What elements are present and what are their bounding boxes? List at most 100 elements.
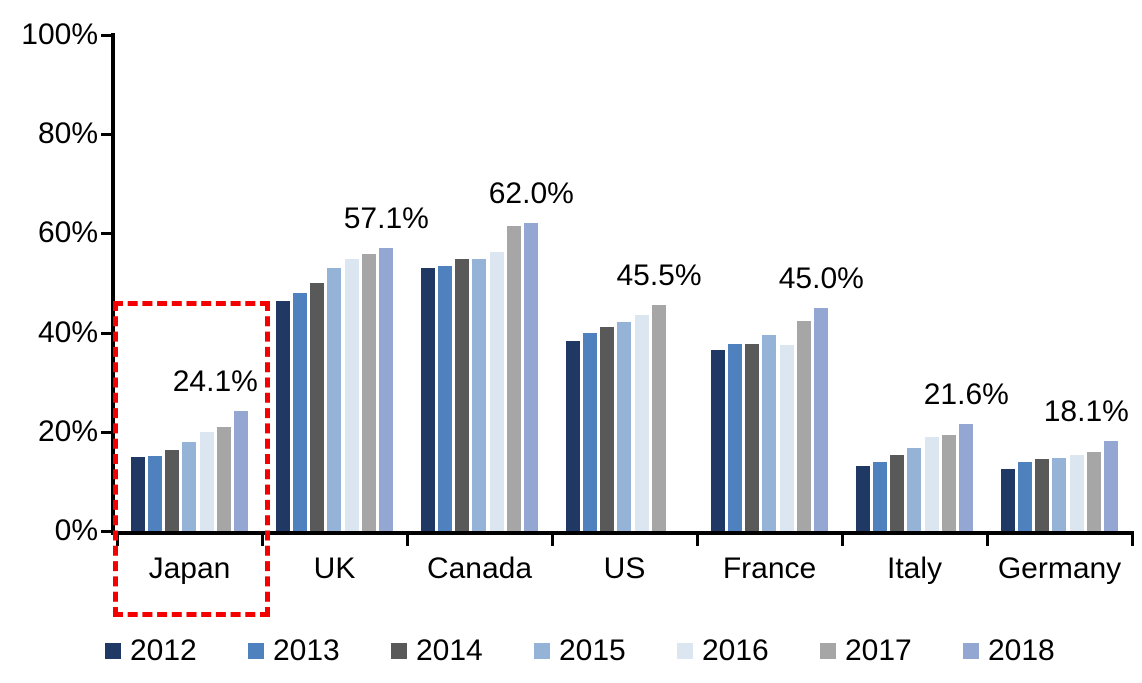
bar-france-2018 bbox=[814, 307, 829, 531]
legend-swatch-2017 bbox=[820, 643, 836, 659]
bar-germany-2014 bbox=[1035, 459, 1050, 531]
legend-label-2013: 2013 bbox=[273, 634, 340, 667]
y-tick-mark bbox=[101, 331, 112, 335]
x-axis-label-us: US bbox=[603, 552, 646, 585]
legend-item-2014: 2014 bbox=[391, 634, 534, 668]
bar-japan-2014 bbox=[165, 449, 180, 531]
bar-canada-2018 bbox=[524, 223, 539, 531]
bar-canada-2012 bbox=[420, 268, 435, 531]
bar-canada-2016 bbox=[489, 252, 504, 531]
bar-france-2016 bbox=[779, 345, 794, 531]
y-axis-line bbox=[111, 33, 115, 533]
bar-canada-2015 bbox=[472, 259, 487, 531]
bar-france-2017 bbox=[797, 320, 811, 531]
bar-uk-2015 bbox=[327, 267, 342, 531]
value-label-uk: 57.1% bbox=[343, 201, 429, 235]
legend-label-2012: 2012 bbox=[130, 634, 197, 667]
legend-item-2015: 2015 bbox=[534, 634, 677, 668]
bar-italy-2014 bbox=[890, 454, 905, 531]
x-axis-line bbox=[111, 531, 1134, 535]
value-label-germany: 18.1% bbox=[1043, 395, 1129, 429]
bar-uk-2018 bbox=[379, 247, 394, 531]
bar-france-2013 bbox=[727, 343, 742, 531]
x-tick-mark bbox=[261, 531, 264, 546]
bar-japan-2017 bbox=[217, 426, 231, 531]
x-axis-label-germany: Germany bbox=[997, 552, 1122, 585]
bar-japan-2015 bbox=[182, 441, 197, 531]
x-axis-label-france: France bbox=[722, 552, 817, 585]
x-tick-mark bbox=[696, 531, 699, 546]
x-tick-mark bbox=[551, 531, 554, 546]
y-tick-mark bbox=[101, 133, 112, 137]
bar-japan-2013 bbox=[147, 456, 162, 531]
legend-label-2015: 2015 bbox=[559, 634, 626, 667]
bar-italy-2012 bbox=[855, 465, 870, 531]
value-label-italy: 21.6% bbox=[923, 377, 1009, 411]
y-tick-label: 60% bbox=[37, 216, 98, 250]
x-axis-label-italy: Italy bbox=[886, 552, 943, 585]
bar-us-2017 bbox=[652, 305, 666, 531]
y-tick-mark bbox=[101, 530, 112, 533]
legend-item-2017: 2017 bbox=[820, 634, 963, 668]
legend-swatch-2012 bbox=[105, 643, 121, 659]
value-label-canada: 62.0% bbox=[488, 177, 574, 211]
bar-germany-2017 bbox=[1087, 452, 1101, 531]
y-tick-mark bbox=[101, 34, 112, 37]
bar-uk-2014 bbox=[310, 283, 325, 531]
legend-label-2016: 2016 bbox=[702, 634, 769, 667]
legend-swatch-2016 bbox=[677, 643, 693, 659]
y-tick-mark bbox=[101, 430, 112, 434]
legend-label-2014: 2014 bbox=[416, 634, 483, 667]
bar-uk-2016 bbox=[344, 259, 359, 531]
japan-highlight-box bbox=[113, 301, 270, 617]
bar-us-2012 bbox=[565, 341, 580, 531]
bar-germany-2018 bbox=[1104, 441, 1119, 531]
bar-uk-2013 bbox=[292, 293, 307, 531]
legend-item-2013: 2013 bbox=[248, 634, 391, 668]
x-tick-mark bbox=[1131, 531, 1134, 546]
y-tick-label: 40% bbox=[37, 315, 98, 349]
legend-swatch-2018 bbox=[963, 643, 979, 659]
x-tick-mark bbox=[406, 531, 409, 546]
bar-italy-2013 bbox=[872, 461, 887, 531]
value-label-us: 45.5% bbox=[616, 259, 702, 293]
legend: 2012 2013 2014 2015 2016 2017 2018 bbox=[105, 634, 1106, 668]
legend-item-2016: 2016 bbox=[677, 634, 820, 668]
bar-italy-2018 bbox=[959, 423, 974, 531]
legend-swatch-2013 bbox=[248, 643, 264, 659]
legend-label-2017: 2017 bbox=[845, 634, 912, 667]
bar-germany-2012 bbox=[1000, 469, 1015, 531]
bar-france-2015 bbox=[762, 334, 777, 531]
legend-item-2018: 2018 bbox=[963, 634, 1106, 668]
bar-japan-2016 bbox=[199, 432, 214, 531]
bar-us-2014 bbox=[600, 327, 615, 531]
legend-label-2018: 2018 bbox=[988, 634, 1055, 667]
x-axis-label-canada: Canada bbox=[426, 552, 533, 585]
bar-us-2016 bbox=[634, 314, 649, 531]
y-tick-label: 100% bbox=[21, 18, 98, 51]
bar-us-2013 bbox=[582, 332, 597, 531]
legend-item-2012: 2012 bbox=[105, 634, 248, 668]
bar-uk-2012 bbox=[275, 300, 290, 531]
bar-italy-2015 bbox=[907, 447, 922, 531]
bar-germany-2016 bbox=[1069, 454, 1084, 531]
value-label-france: 45.0% bbox=[778, 261, 864, 295]
bar-us-2015 bbox=[617, 321, 632, 531]
value-label-japan: 24.1% bbox=[172, 365, 258, 399]
bar-japan-2018 bbox=[234, 411, 249, 531]
bar-canada-2014 bbox=[455, 258, 470, 531]
x-tick-mark bbox=[841, 531, 844, 546]
bar-france-2012 bbox=[710, 349, 725, 531]
bar-germany-2015 bbox=[1052, 457, 1067, 531]
x-tick-mark bbox=[986, 531, 989, 546]
y-tick-label: 0% bbox=[54, 514, 98, 547]
bar-italy-2017 bbox=[942, 435, 956, 531]
x-axis-label-japan: Japan bbox=[148, 552, 231, 585]
bar-canada-2017 bbox=[507, 225, 521, 531]
bar-japan-2012 bbox=[130, 457, 145, 531]
bar-canada-2013 bbox=[437, 266, 452, 531]
y-tick-label: 20% bbox=[37, 414, 98, 448]
bar-italy-2016 bbox=[924, 436, 939, 531]
bar-uk-2017 bbox=[362, 254, 376, 531]
